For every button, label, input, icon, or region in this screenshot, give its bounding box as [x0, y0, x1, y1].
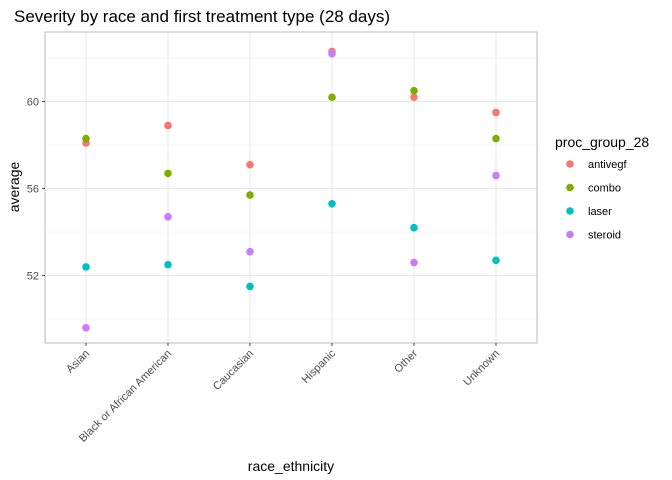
- y-axis: 52 56 60: [27, 97, 45, 283]
- x-tick-label: Unknown: [461, 348, 502, 389]
- point-laser: [82, 263, 90, 271]
- legend-label-antivegf: antivegf: [588, 159, 627, 171]
- x-tick-label: Hispanic: [300, 347, 339, 386]
- point-laser: [410, 223, 418, 232]
- x-tick-label: Black or African American: [77, 348, 174, 445]
- point-laser: [328, 200, 336, 208]
- point-combo: [246, 191, 254, 199]
- x-tick-label: Asian: [64, 348, 92, 376]
- point-combo: [410, 86, 418, 95]
- point-combo: [82, 134, 90, 143]
- chart-title: Severity by race and first treatment typ…: [14, 7, 390, 26]
- point-laser: [246, 282, 254, 291]
- point-antivegf: [246, 160, 254, 169]
- x-tick-label: Other: [392, 347, 420, 375]
- legend-key-antivegf: [566, 160, 574, 168]
- y-axis-title: average: [6, 161, 22, 212]
- point-combo: [492, 134, 500, 143]
- y-tick-label: 60: [27, 97, 39, 109]
- plot-panel: [44, 31, 538, 344]
- point-steroid: [246, 247, 254, 256]
- legend-label-laser: laser: [588, 206, 612, 218]
- x-axis-title: race_ethnicity: [248, 458, 334, 474]
- y-tick-label: 52: [27, 271, 39, 283]
- legend-key-steroid: [566, 230, 574, 239]
- point-steroid: [82, 323, 90, 332]
- point-steroid: [164, 213, 172, 221]
- x-tick-label: Caucasian: [211, 348, 256, 393]
- legend-title: proc_group_28: [555, 134, 649, 150]
- plot-grid: [45, 32, 537, 343]
- point-laser: [492, 256, 500, 265]
- y-tick-label: 56: [27, 184, 39, 196]
- point-steroid: [492, 171, 500, 180]
- point-antivegf: [410, 93, 418, 102]
- legend-key-combo: [566, 183, 574, 192]
- point-steroid: [328, 49, 336, 58]
- plot-points: [82, 47, 500, 332]
- point-combo: [328, 93, 336, 102]
- legend-label-combo: combo: [588, 183, 621, 195]
- point-laser: [164, 260, 172, 269]
- legend-key-laser: [566, 207, 574, 215]
- legend: proc_group_28 antivegf combo laser steroid: [555, 134, 649, 242]
- point-steroid: [410, 258, 418, 267]
- legend-label-steroid: steroid: [588, 230, 621, 242]
- point-antivegf: [492, 108, 500, 117]
- point-antivegf: [164, 121, 172, 130]
- point-combo: [164, 169, 172, 178]
